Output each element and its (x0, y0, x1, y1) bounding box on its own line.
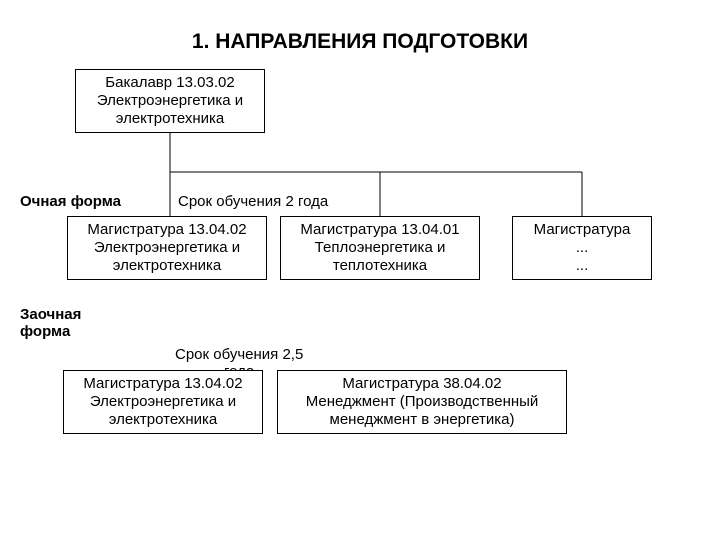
full-time-label: Очная форма (20, 193, 121, 210)
masters-field-2: теплотехника (287, 257, 473, 275)
masters-field-2: ... (519, 257, 645, 275)
bachelor-code: Бакалавр 13.03.02 (82, 74, 258, 92)
slide-canvas: 1. НАПРАВЛЕНИЯ ПОДГОТОВКИ Бакалавр 13.03… (0, 0, 720, 540)
masters-code: Магистратура (519, 221, 645, 239)
masters-field-1: ... (519, 239, 645, 257)
masters-code: Магистратура 38.04.02 (284, 375, 560, 393)
full-time-duration: Срок обучения 2 года (178, 193, 328, 210)
masters-field-1: Электроэнергетика и (74, 239, 260, 257)
bachelor-field-1: Электроэнергетика и (82, 92, 258, 110)
masters-field-1: Электроэнергетика и (70, 393, 256, 411)
masters-code: Магистратура 13.04.02 (74, 221, 260, 239)
masters-field-1: Менеджмент (Производственный (284, 393, 560, 411)
masters-code: Магистратура 13.04.02 (70, 375, 256, 393)
masters-code: Магистратура 13.04.01 (287, 221, 473, 239)
part-time-label: Заочная форма (20, 306, 81, 340)
masters-box-pt-2: Магистратура 38.04.02 Менеджмент (Произв… (277, 370, 567, 434)
page-title: 1. НАПРАВЛЕНИЯ ПОДГОТОВКИ (0, 30, 720, 54)
masters-box-pt-1: Магистратура 13.04.02 Электроэнергетика … (63, 370, 263, 434)
bachelor-box: Бакалавр 13.03.02 Электроэнергетика и эл… (75, 69, 265, 133)
masters-field-2: электротехника (70, 411, 256, 429)
masters-field-2: менеджмент в энергетика) (284, 411, 560, 429)
masters-box-3: Магистратура ... ... (512, 216, 652, 280)
masters-field-1: Теплоэнергетика и (287, 239, 473, 257)
masters-field-2: электротехника (74, 257, 260, 275)
bachelor-field-2: электротехника (82, 110, 258, 128)
masters-box-1: Магистратура 13.04.02 Электроэнергетика … (67, 216, 267, 280)
masters-box-2: Магистратура 13.04.01 Теплоэнергетика и … (280, 216, 480, 280)
